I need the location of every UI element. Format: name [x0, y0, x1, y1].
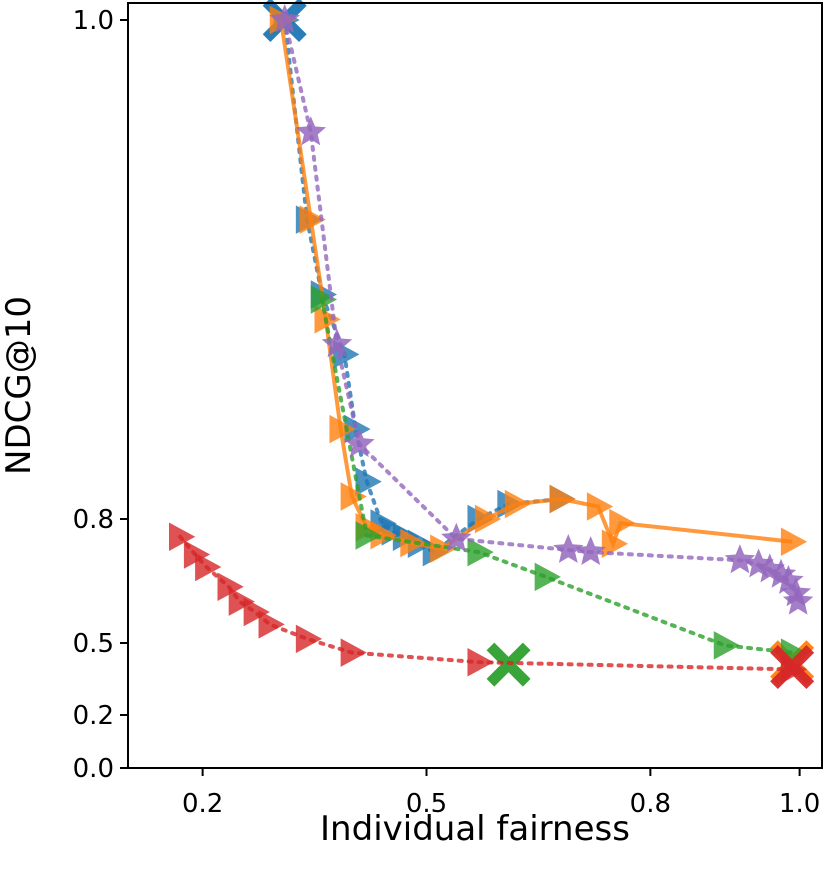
series-red — [168, 522, 815, 689]
data-point-purple — [553, 534, 584, 563]
data-point-orange — [400, 528, 427, 558]
data-point-orange — [601, 529, 629, 559]
data-point-purple — [575, 536, 606, 565]
data-point-green — [310, 285, 338, 314]
x-tick-label: 0.2 — [182, 789, 223, 819]
series-purple — [269, 4, 814, 615]
data-point-green — [355, 521, 382, 550]
data-point-orange — [780, 527, 808, 556]
data-point-orange — [370, 520, 397, 550]
data-point-red — [243, 597, 270, 627]
data-point-red — [228, 587, 255, 616]
y-tick-label: 0.2 — [73, 701, 114, 731]
data-point-blue — [344, 414, 371, 444]
data-point-orange — [430, 534, 457, 564]
data-point-blue — [355, 467, 382, 496]
data-point-purple — [269, 4, 300, 33]
x-axis-ticks: 0.2 0.5 0.8 1.0 — [182, 768, 820, 819]
data-point-orange — [329, 414, 356, 444]
data-point-red — [258, 610, 285, 639]
data-point-orange — [504, 489, 532, 519]
y-tick-label: 0.8 — [73, 505, 114, 535]
x-tick-label: 0.5 — [406, 789, 447, 819]
y-tick-label: 0.5 — [73, 629, 114, 659]
data-point-orange — [474, 504, 502, 534]
data-point-red — [295, 624, 323, 654]
y-axis-ticks: 0.0 0.2 0.5 0.8 1.0 — [73, 6, 128, 784]
data-point-orange — [609, 508, 636, 538]
data-point-orange — [340, 482, 367, 511]
data-point-orange — [549, 484, 576, 514]
y-tick-label: 1.0 — [73, 6, 114, 36]
series-layer — [168, 0, 815, 689]
data-point-red — [168, 522, 196, 552]
x-tick-label: 1.0 — [779, 789, 820, 819]
data-point-green — [467, 537, 494, 567]
data-point-purple — [295, 116, 326, 146]
data-point-orange — [586, 492, 614, 521]
plot-frame — [127, 2, 823, 769]
y-tick-label: 0.0 — [73, 754, 114, 784]
data-point-purple — [724, 544, 756, 574]
data-point-purple — [321, 328, 353, 358]
data-point-red — [467, 647, 494, 677]
data-point-green — [713, 631, 740, 660]
data-point-purple — [782, 585, 814, 615]
x-tick-label: 0.8 — [630, 789, 671, 819]
data-point-purple — [441, 522, 472, 552]
data-point-purple — [344, 428, 375, 458]
y-axis-label: NDCG@10 — [0, 296, 39, 475]
data-point-red — [195, 552, 222, 582]
x-axis-label: Individual fairness — [320, 809, 630, 849]
data-point-green — [534, 562, 561, 592]
series-green — [310, 285, 808, 687]
data-point-orange — [299, 205, 326, 234]
series-blue — [262, 0, 576, 567]
data-point-red — [340, 638, 367, 667]
end-marker-red — [770, 645, 815, 689]
series-line-blue — [282, 18, 563, 555]
series-line-green — [320, 297, 795, 655]
data-point-red — [217, 572, 244, 602]
